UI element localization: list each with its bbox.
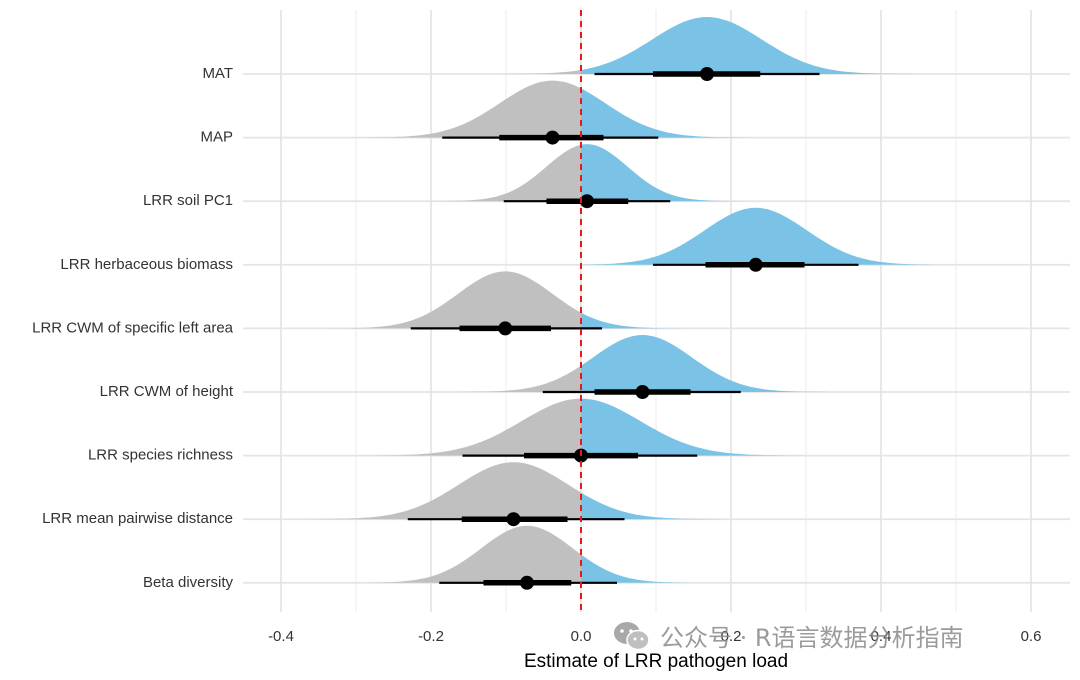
point-estimate <box>580 194 594 209</box>
point-estimate <box>635 385 650 399</box>
y-tick-label: LRR mean pairwise distance <box>42 510 233 527</box>
x-tick-label: 0.2 <box>721 628 742 645</box>
wechat-icon <box>612 620 652 652</box>
x-tick-label: -0.4 <box>268 628 294 645</box>
x-tick-label: 0.0 <box>571 628 592 645</box>
x-tick-label: 0.4 <box>871 628 892 645</box>
density-positive <box>581 17 937 74</box>
y-tick-label: Beta diversity <box>143 574 234 591</box>
y-tick-label: LRR CWM of specific left area <box>32 319 234 336</box>
density-negative <box>434 365 581 392</box>
point-estimate <box>545 130 560 145</box>
density-negative <box>306 271 581 329</box>
density-negative <box>332 80 581 138</box>
interval-layer <box>407 67 859 590</box>
x-tick-label: 0.6 <box>1021 628 1042 645</box>
density-positive <box>581 312 704 329</box>
watermark-text: 公众号 · R语言数据分析指南 <box>660 624 964 652</box>
point-estimate <box>748 257 763 272</box>
point-estimate <box>700 67 714 81</box>
y-tick-label: LRR species richness <box>88 447 233 464</box>
x-tick-label: -0.2 <box>418 628 444 645</box>
watermark: 公众号 · R语言数据分析指南 <box>612 618 964 653</box>
y-tick-label: LRR herbaceous biomass <box>60 256 233 273</box>
density-positive <box>581 335 851 392</box>
point-estimate <box>506 512 521 527</box>
density-positive <box>581 207 970 265</box>
density-positive <box>581 398 830 456</box>
density-positive <box>581 88 773 138</box>
density-negative <box>477 70 581 74</box>
y-tick-label: MAT <box>202 65 233 82</box>
y-axis-labels: MAT MAP LRR soil PC1 LRR herbaceous biomass… <box>32 65 234 591</box>
y-tick-label: MAP <box>200 129 233 146</box>
density-layer <box>283 17 970 583</box>
y-tick-label: LRR CWM of height <box>100 383 234 400</box>
point-estimate <box>498 321 513 336</box>
density-positive <box>581 144 758 202</box>
point-estimate <box>520 575 534 590</box>
density-negative <box>416 144 581 202</box>
x-axis-labels: -0.4 -0.2 0.0 0.2 0.4 0.6 <box>268 628 1041 645</box>
density-negative <box>334 525 581 583</box>
density-positive <box>581 554 720 583</box>
density-positive <box>581 492 744 520</box>
density-negative <box>283 462 581 520</box>
x-axis-title: Estimate of LRR pathogen load <box>524 651 788 672</box>
density-negative <box>332 398 581 456</box>
y-tick-label: LRR soil PC1 <box>143 192 233 209</box>
